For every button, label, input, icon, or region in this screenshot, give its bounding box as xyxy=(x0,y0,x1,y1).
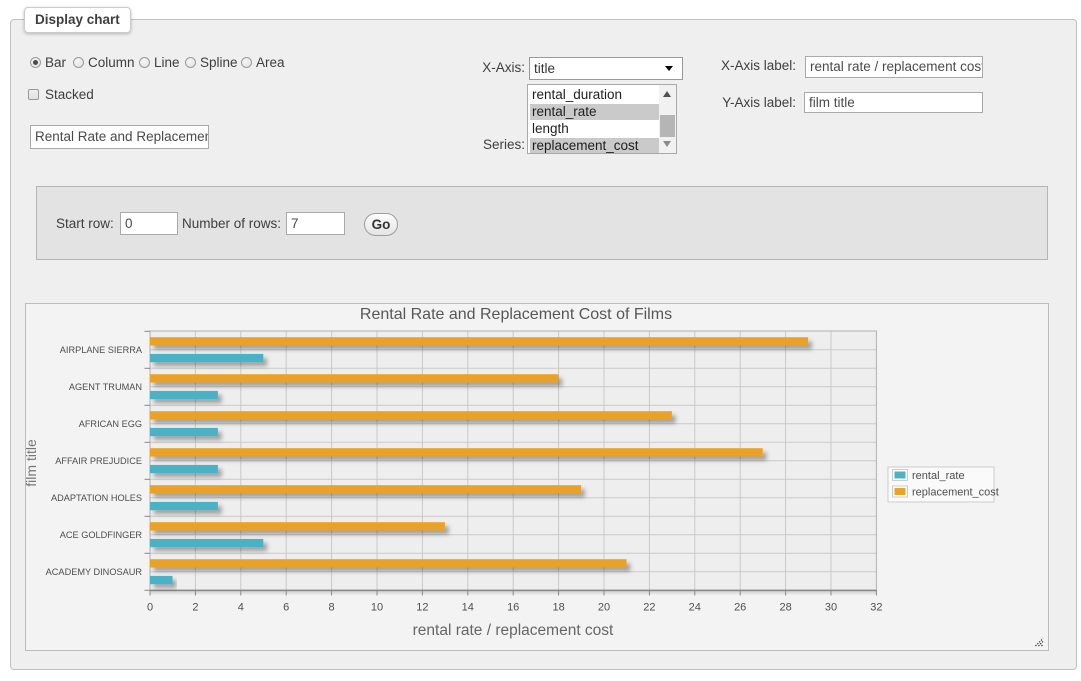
svg-text:ACADEMY DINOSAUR: ACADEMY DINOSAUR xyxy=(46,567,143,577)
svg-text:8: 8 xyxy=(329,602,335,614)
svg-text:ACE GOLDFINGER: ACE GOLDFINGER xyxy=(60,530,143,540)
svg-text:Rental Rate and Replacement Co: Rental Rate and Replacement Cost of Film… xyxy=(360,306,672,323)
svg-text:12: 12 xyxy=(416,602,428,614)
svg-text:32: 32 xyxy=(870,602,882,614)
svg-text:10: 10 xyxy=(371,602,383,614)
svg-text:16: 16 xyxy=(507,602,519,614)
svg-text:AFFAIR PREJUDICE: AFFAIR PREJUDICE xyxy=(55,456,142,466)
svg-text:0: 0 xyxy=(147,602,153,614)
svg-text:22: 22 xyxy=(643,602,655,614)
svg-text:20: 20 xyxy=(598,602,610,614)
svg-text:AIRPLANE SIERRA: AIRPLANE SIERRA xyxy=(60,345,143,355)
svg-text:ADAPTATION HOLES: ADAPTATION HOLES xyxy=(51,493,142,503)
svg-text:rental rate / replacement cost: rental rate / replacement cost xyxy=(413,622,614,639)
svg-text:24: 24 xyxy=(689,602,701,614)
svg-text:30: 30 xyxy=(825,602,837,614)
svg-text:18: 18 xyxy=(552,602,564,614)
svg-text:film title: film title xyxy=(26,439,39,487)
svg-text:replacement_cost: replacement_cost xyxy=(912,487,999,499)
svg-text:6: 6 xyxy=(283,602,289,614)
svg-text:AFRICAN EGG: AFRICAN EGG xyxy=(79,419,142,429)
svg-text:2: 2 xyxy=(192,602,198,614)
svg-text:14: 14 xyxy=(462,602,474,614)
svg-text:26: 26 xyxy=(734,602,746,614)
svg-text:4: 4 xyxy=(238,602,244,614)
svg-text:AGENT TRUMAN: AGENT TRUMAN xyxy=(69,382,142,392)
svg-text:28: 28 xyxy=(779,602,791,614)
svg-text:rental_rate: rental_rate xyxy=(912,470,965,482)
